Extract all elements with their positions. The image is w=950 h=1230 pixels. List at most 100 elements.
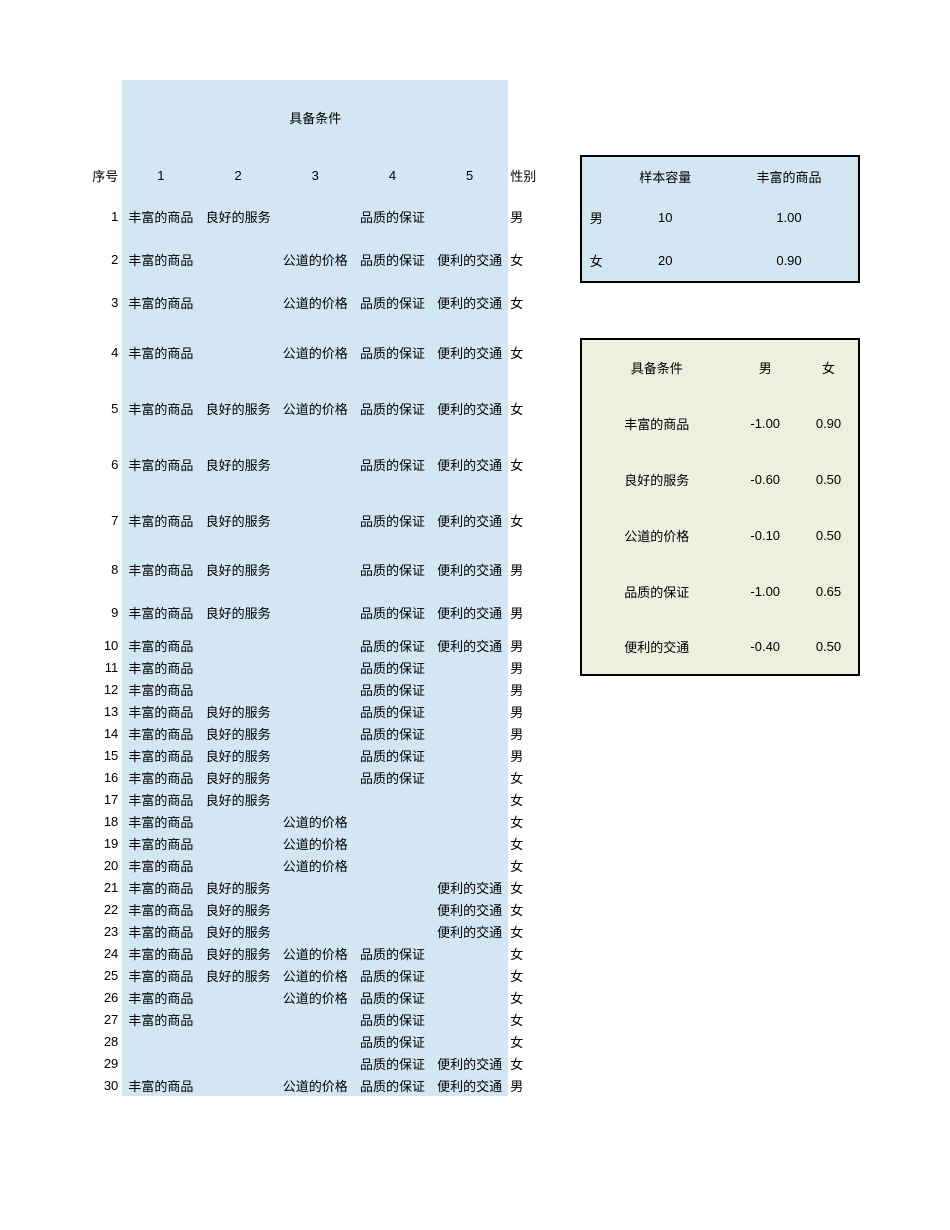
condition-cell: 公道的价格 bbox=[277, 986, 354, 1008]
condition-cell bbox=[277, 1052, 354, 1074]
condition-cell: 品质的保证 bbox=[354, 700, 431, 722]
condition-cell: 便利的交通 bbox=[431, 1052, 508, 1074]
condition-cell bbox=[354, 810, 431, 832]
seq-cell: 11 bbox=[80, 656, 122, 678]
condition-cell: 良好的服务 bbox=[199, 898, 276, 920]
condition-cell bbox=[277, 766, 354, 788]
condition-cell bbox=[277, 876, 354, 898]
condition-cell bbox=[277, 920, 354, 942]
summary-cell: 女 bbox=[581, 239, 611, 282]
gender-cell: 男 bbox=[508, 678, 540, 700]
col-1-header: 1 bbox=[122, 155, 199, 195]
table-row: 26丰富的商品公道的价格品质的保证女 bbox=[80, 986, 540, 1008]
condition-cell bbox=[277, 788, 354, 810]
condition-cell bbox=[277, 700, 354, 722]
condition-cell: 丰富的商品 bbox=[122, 832, 199, 854]
summary-cell: 1.00 bbox=[720, 196, 859, 239]
gender-header: 性别 bbox=[508, 155, 540, 195]
seq-cell: 15 bbox=[80, 744, 122, 766]
gender-cell: 男 bbox=[508, 700, 540, 722]
table-row: 13丰富的商品良好的服务品质的保证男 bbox=[80, 700, 540, 722]
condition-cell: 品质的保证 bbox=[354, 324, 431, 380]
table-row: 17丰富的商品良好的服务女 bbox=[80, 788, 540, 810]
condition-cell: 丰富的商品 bbox=[122, 492, 199, 548]
gender-cell: 女 bbox=[508, 380, 540, 436]
condition-cell: 品质的保证 bbox=[354, 195, 431, 238]
condition-cell bbox=[431, 195, 508, 238]
condition-cell bbox=[199, 1074, 276, 1096]
condition-cell: 品质的保证 bbox=[354, 1030, 431, 1052]
table-row: 27丰富的商品品质的保证女 bbox=[80, 1008, 540, 1030]
condition-cell: 便利的交通 bbox=[431, 436, 508, 492]
condition-cell bbox=[277, 678, 354, 700]
table-row: 25丰富的商品良好的服务公道的价格品质的保证女 bbox=[80, 964, 540, 986]
analysis-row: 良好的服务-0.600.50 bbox=[581, 451, 859, 507]
condition-cell: 良好的服务 bbox=[199, 964, 276, 986]
analysis-cell: 0.50 bbox=[799, 619, 859, 675]
condition-cell bbox=[354, 898, 431, 920]
condition-cell bbox=[431, 656, 508, 678]
condition-cell: 公道的价格 bbox=[277, 854, 354, 876]
gender-cell: 女 bbox=[508, 832, 540, 854]
table-row: 20丰富的商品公道的价格女 bbox=[80, 854, 540, 876]
gender-cell: 男 bbox=[508, 722, 540, 744]
seq-cell: 14 bbox=[80, 722, 122, 744]
condition-cell: 公道的价格 bbox=[277, 964, 354, 986]
condition-cell bbox=[277, 634, 354, 656]
seq-cell: 27 bbox=[80, 1008, 122, 1030]
condition-cell: 丰富的商品 bbox=[122, 1008, 199, 1030]
analysis-row: 品质的保证-1.000.65 bbox=[581, 563, 859, 619]
condition-cell bbox=[199, 832, 276, 854]
gender-cell: 女 bbox=[508, 942, 540, 964]
main-data-panel: 具备条件 序号 1 2 3 4 5 性别 1丰富的商品良好的服务品质的保证男2丰… bbox=[80, 80, 540, 1096]
seq-cell: 13 bbox=[80, 700, 122, 722]
gender-cell: 男 bbox=[508, 548, 540, 591]
seq-cell: 28 bbox=[80, 1030, 122, 1052]
condition-cell: 良好的服务 bbox=[199, 942, 276, 964]
analysis-cell: 丰富的商品 bbox=[581, 395, 731, 451]
condition-cell bbox=[354, 832, 431, 854]
condition-cell bbox=[277, 722, 354, 744]
summary-h2: 丰富的商品 bbox=[720, 156, 859, 196]
table-row: 24丰富的商品良好的服务公道的价格品质的保证女 bbox=[80, 942, 540, 964]
condition-cell bbox=[277, 898, 354, 920]
condition-cell bbox=[431, 942, 508, 964]
gender-cell: 女 bbox=[508, 324, 540, 380]
condition-cell: 丰富的商品 bbox=[122, 195, 199, 238]
condition-cell: 丰富的商品 bbox=[122, 281, 199, 324]
conditions-header: 具备条件 bbox=[122, 80, 508, 155]
condition-cell: 品质的保证 bbox=[354, 238, 431, 281]
condition-cell bbox=[431, 678, 508, 700]
col-4-header: 4 bbox=[354, 155, 431, 195]
gender-cell: 女 bbox=[508, 1052, 540, 1074]
condition-cell bbox=[199, 986, 276, 1008]
condition-cell bbox=[431, 722, 508, 744]
table-row: 19丰富的商品公道的价格女 bbox=[80, 832, 540, 854]
summary-cell: 10 bbox=[611, 196, 721, 239]
analysis-cell: -1.00 bbox=[731, 395, 799, 451]
condition-cell: 丰富的商品 bbox=[122, 876, 199, 898]
seq-cell: 2 bbox=[80, 238, 122, 281]
condition-cell: 良好的服务 bbox=[199, 766, 276, 788]
condition-cell: 便利的交通 bbox=[431, 324, 508, 380]
seq-cell: 30 bbox=[80, 1074, 122, 1096]
gender-cell: 女 bbox=[508, 964, 540, 986]
condition-cell: 品质的保证 bbox=[354, 766, 431, 788]
table-row: 30丰富的商品公道的价格品质的保证便利的交通男 bbox=[80, 1074, 540, 1096]
condition-cell: 品质的保证 bbox=[354, 380, 431, 436]
condition-cell: 品质的保证 bbox=[354, 1008, 431, 1030]
condition-cell: 良好的服务 bbox=[199, 380, 276, 436]
table-row: 29品质的保证便利的交通女 bbox=[80, 1052, 540, 1074]
condition-cell bbox=[199, 656, 276, 678]
condition-cell: 公道的价格 bbox=[277, 324, 354, 380]
condition-cell bbox=[431, 964, 508, 986]
condition-cell: 良好的服务 bbox=[199, 788, 276, 810]
condition-cell bbox=[431, 788, 508, 810]
summary-table: 样本容量 丰富的商品 男101.00女200.90 bbox=[580, 155, 860, 283]
gender-cell: 女 bbox=[508, 1030, 540, 1052]
condition-cell: 丰富的商品 bbox=[122, 942, 199, 964]
condition-cell bbox=[122, 1052, 199, 1074]
summary-cell: 20 bbox=[611, 239, 721, 282]
condition-cell: 公道的价格 bbox=[277, 832, 354, 854]
analysis-cell: 品质的保证 bbox=[581, 563, 731, 619]
